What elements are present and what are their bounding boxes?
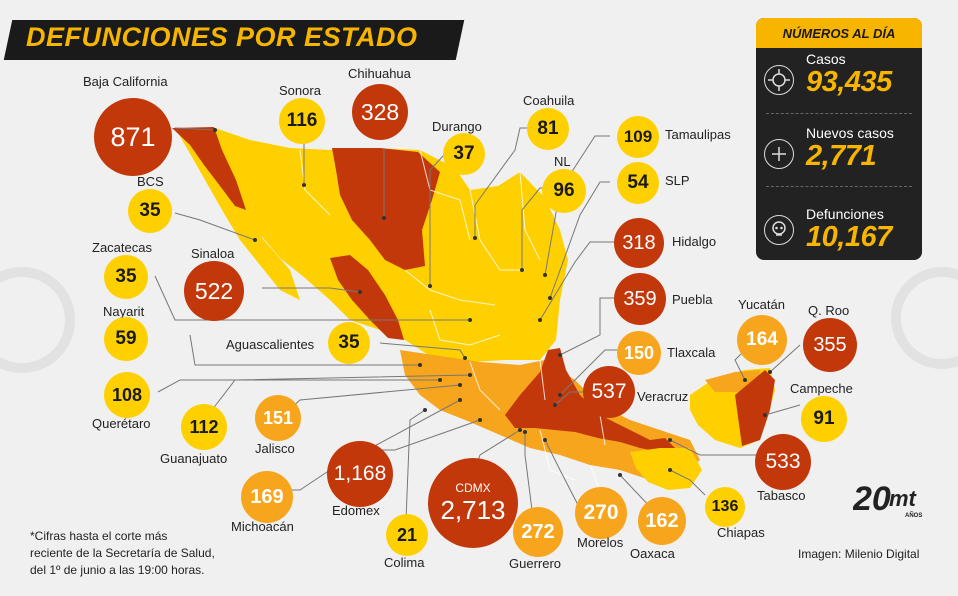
state-value-cdmx: CDMX 2,713 bbox=[428, 458, 518, 548]
stat-label-defunciones: Defunciones bbox=[806, 206, 884, 222]
state-value-guerrero: 272 bbox=[513, 507, 563, 557]
state-value-zacatecas: 35 bbox=[104, 255, 148, 299]
logo-number: 20 bbox=[853, 480, 891, 518]
state-label-colima: Colima bbox=[384, 555, 425, 570]
state-label-jalisco: Jalisco bbox=[255, 441, 295, 456]
state-value-michoacan: 169 bbox=[241, 471, 293, 523]
state-value-nl: 96 bbox=[542, 169, 586, 213]
milenio-logo: 20 mt AÑOS bbox=[852, 476, 933, 525]
state-label-zacatecas: Zacatecas bbox=[92, 240, 152, 255]
state-label-chihuahua: Chihuahua bbox=[348, 66, 411, 81]
state-label-nl: NL bbox=[554, 154, 571, 169]
state-label-yucatan: Yucatán bbox=[738, 297, 785, 312]
state-label-puebla: Puebla bbox=[672, 292, 713, 307]
footnote-line: reciente de la Secretaría de Salud, bbox=[30, 546, 215, 560]
state-value-colima: 21 bbox=[386, 514, 428, 556]
stat-label-casos: Casos bbox=[806, 51, 846, 67]
state-label-bcs: BCS bbox=[137, 174, 164, 189]
state-label-guerrero: Guerrero bbox=[509, 556, 562, 571]
stats-panel-heading: NÚMEROS AL DÍA bbox=[756, 18, 922, 48]
stats-panel: NÚMEROS AL DÍA Casos 93,435 Nuevos casos… bbox=[756, 18, 922, 260]
state-value-sonora: 116 bbox=[279, 98, 325, 144]
image-credit: Imagen: Milenio Digital bbox=[798, 547, 920, 561]
state-label-hidalgo: Hidalgo bbox=[672, 234, 717, 249]
state-value-chihuahua: 328 bbox=[352, 84, 408, 140]
state-value-queretaro: 108 bbox=[104, 372, 150, 418]
state-label-veracruz: Veracruz bbox=[637, 389, 689, 404]
state-value-morelos: 270 bbox=[575, 487, 627, 539]
state-value-nayarit: 59 bbox=[104, 317, 148, 361]
state-label-coahuila: Coahuila bbox=[523, 93, 575, 108]
state-value-tamaulipas: 109 bbox=[617, 116, 659, 158]
footnote-line: *Cifras hasta el corte más bbox=[30, 529, 168, 543]
state-label-tlaxcala: Tlaxcala bbox=[667, 345, 716, 360]
stat-label-nuevos-casos: Nuevos casos bbox=[806, 125, 894, 141]
state-label-guanajuato: Guanajuato bbox=[160, 451, 228, 466]
map-q-roo bbox=[735, 370, 775, 446]
state-label-oaxaca: Oaxaca bbox=[630, 546, 675, 561]
footnote-line: del 1º de junio a las 19:00 horas. bbox=[30, 563, 205, 577]
state-label-sinaloa: Sinaloa bbox=[191, 246, 235, 261]
stats-divider bbox=[766, 186, 912, 187]
map-sinaloa bbox=[330, 255, 404, 340]
state-label-nayarit: Nayarit bbox=[103, 304, 145, 319]
state-value-slp: 54 bbox=[617, 162, 659, 204]
state-label-queretaro: Querétaro bbox=[92, 416, 151, 431]
logo-sub: AÑOS bbox=[905, 512, 922, 519]
state-value-chiapas: 136 bbox=[705, 487, 745, 527]
state-label-campeche: Campeche bbox=[790, 381, 853, 396]
state-value-guanajuato: 112 bbox=[181, 404, 227, 450]
state-label-baja-california: Baja California bbox=[83, 74, 168, 89]
state-value-q-roo: 355 bbox=[803, 318, 857, 372]
stat-value-nuevos-casos: 2,771 bbox=[806, 140, 877, 172]
logo-letters: mt bbox=[889, 486, 918, 511]
map-baja-california bbox=[172, 127, 246, 210]
map-region-baja bbox=[175, 128, 300, 300]
stats-divider bbox=[766, 113, 912, 114]
state-label-cdmx: CDMX bbox=[455, 480, 491, 495]
state-label-q-roo: Q. Roo bbox=[808, 303, 850, 318]
state-label-tamaulipas: Tamaulipas bbox=[665, 127, 731, 142]
virus-icon bbox=[764, 65, 794, 95]
state-label-slp: SLP bbox=[665, 173, 690, 188]
state-value-coahuila: 81 bbox=[527, 108, 569, 150]
state-label-chiapas: Chiapas bbox=[717, 525, 765, 540]
state-value-veracruz: 537 bbox=[583, 366, 635, 418]
state-value-aguascalientes: 35 bbox=[328, 322, 370, 364]
state-value-durango: 37 bbox=[443, 133, 485, 175]
stat-value-casos: 93,435 bbox=[806, 66, 892, 98]
state-value-yucatan: 164 bbox=[737, 315, 787, 365]
state-label-morelos: Morelos bbox=[577, 535, 624, 550]
state-value-oaxaca: 162 bbox=[638, 497, 686, 545]
state-value-hidalgo: 318 bbox=[614, 218, 664, 268]
plus-icon bbox=[764, 139, 794, 169]
state-value-tlaxcala: 150 bbox=[617, 331, 661, 375]
state-label-durango: Durango bbox=[432, 119, 482, 134]
state-value-tabasco: 533 bbox=[755, 434, 811, 490]
state-value-edomex: 1,168 bbox=[327, 441, 393, 507]
state-value-campeche: 91 bbox=[801, 396, 847, 442]
state-label-aguascalientes: Aguascalientes bbox=[226, 337, 315, 352]
stat-value-defunciones: 10,167 bbox=[806, 221, 892, 253]
state-value-bcs: 35 bbox=[128, 189, 172, 233]
map-chihuahua bbox=[332, 148, 440, 270]
state-value-jalisco: 151 bbox=[255, 395, 301, 441]
map-chiapas bbox=[630, 448, 702, 490]
state-label-sonora: Sonora bbox=[279, 83, 321, 98]
footnote: *Cifras hasta el corte más reciente de l… bbox=[30, 528, 215, 579]
state-label-tabasco: Tabasco bbox=[757, 488, 806, 503]
state-label-michoacan: Michoacán bbox=[231, 519, 294, 534]
state-value-baja-california: 871 bbox=[94, 98, 172, 176]
map-region-center bbox=[505, 348, 675, 452]
skull-icon bbox=[764, 215, 794, 245]
state-value-sinaloa: 522 bbox=[184, 261, 244, 321]
state-value-puebla: 359 bbox=[614, 273, 666, 325]
page-title: DEFUNCIONES POR ESTADO bbox=[26, 22, 418, 52]
state-label-edomex: Edomex bbox=[332, 503, 380, 518]
